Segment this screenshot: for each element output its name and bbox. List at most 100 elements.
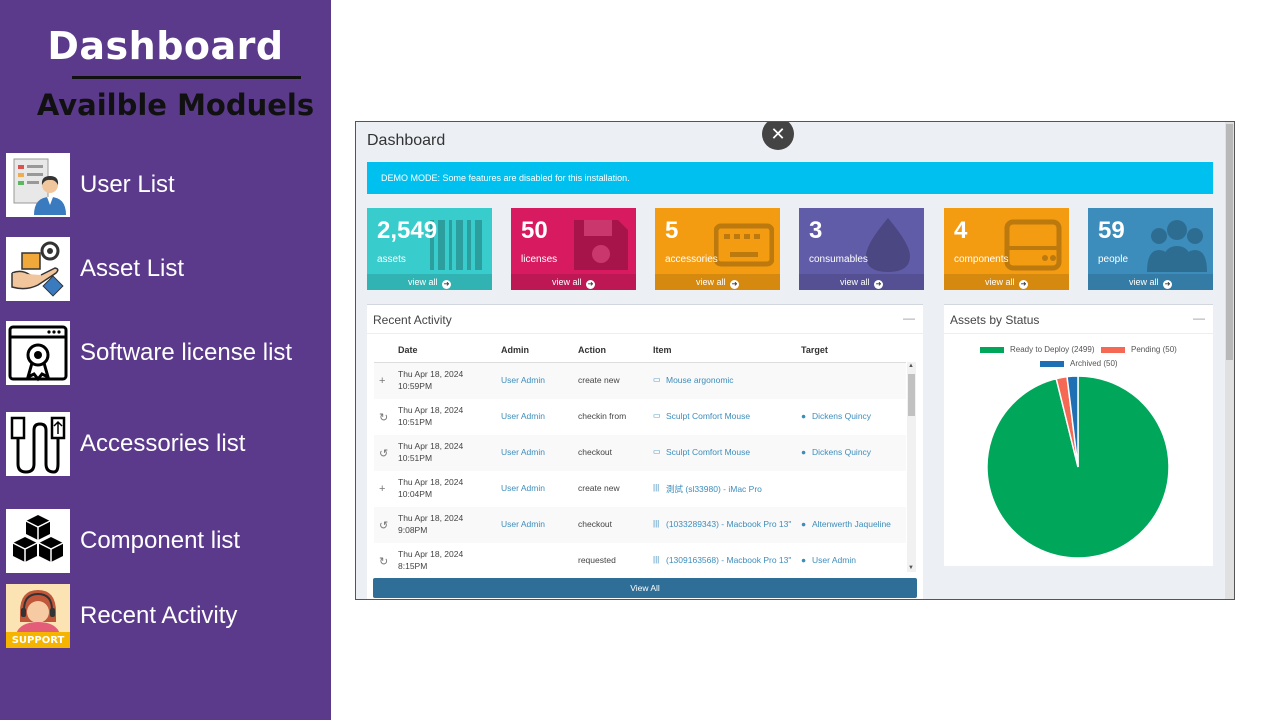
module-software-license-list: Software license list xyxy=(6,321,292,385)
admin-link[interactable]: User Admin xyxy=(501,519,545,529)
activity-time: 10:51PM xyxy=(398,417,433,427)
user-list-icon xyxy=(6,153,70,217)
stat-value: 59 xyxy=(1098,217,1125,244)
activity-action: checkout xyxy=(578,519,613,529)
module-asset-list: Asset List xyxy=(6,237,184,301)
activity-date: Thu Apr 18, 2024 xyxy=(398,369,464,379)
minimize-button[interactable]: — xyxy=(1193,311,1205,325)
activity-time: 9:08PM xyxy=(398,525,428,535)
item-link[interactable]: Mouse argonomic xyxy=(666,375,734,385)
support-label: SUPPORT xyxy=(11,635,65,646)
module-label: Component list xyxy=(80,527,241,554)
view-all-link[interactable]: view all ➜ xyxy=(511,274,636,290)
admin-link[interactable]: User Admin xyxy=(501,375,545,385)
item-link[interactable]: Sculpt Comfort Mouse xyxy=(666,447,751,457)
target-link[interactable]: Altenwerth Jaqueline xyxy=(812,519,891,529)
sidebar-subtitle: Availble Moduels xyxy=(36,88,315,122)
item-type-icon: ||| xyxy=(653,555,660,564)
view-all-link[interactable]: view all ➜ xyxy=(944,274,1069,290)
target-link[interactable]: Dickens Quincy xyxy=(812,447,872,457)
item-link[interactable]: (1033289343) - Macbook Pro 13" xyxy=(666,519,792,529)
target-link[interactable]: Dickens Quincy xyxy=(812,411,872,421)
activity-action: checkin from xyxy=(578,411,627,421)
pie-slice-2[interactable] xyxy=(1066,375,1079,468)
stat-box-components[interactable]: 4 components view all ➜ xyxy=(944,208,1069,290)
support-agent-icon: SUPPORT xyxy=(6,584,70,648)
table-row: + Thu Apr 18, 2024 10:59PM User Admin create… xyxy=(374,363,906,399)
activity-action: requested xyxy=(578,555,616,565)
view-all-link[interactable]: view all ➜ xyxy=(799,274,924,290)
view-all-link[interactable]: view all ➜ xyxy=(1088,274,1213,290)
page-title: Dashboard xyxy=(367,132,446,149)
activity-date: Thu Apr 18, 2024 xyxy=(398,405,464,415)
target-link[interactable]: User Admin xyxy=(812,555,856,565)
column-header[interactable]: Action xyxy=(578,345,606,355)
item-link[interactable]: Sculpt Comfort Mouse xyxy=(666,411,751,421)
legend-label: Pending (50) xyxy=(1131,345,1177,354)
stat-box-accessories[interactable]: 5 accessories view all ➜ xyxy=(655,208,780,290)
item-type-icon: ▭ xyxy=(653,447,661,456)
view-all-link[interactable]: view all ➜ xyxy=(367,274,492,290)
item-link[interactable]: (1309163568) - Macbook Pro 13" xyxy=(666,555,792,565)
license-badge-icon xyxy=(6,321,70,385)
page-scrollbar[interactable] xyxy=(1225,122,1234,599)
module-label: User List xyxy=(80,171,175,198)
column-header[interactable]: Target xyxy=(801,345,828,355)
action-type-icon: ↻ xyxy=(379,412,389,424)
activity-action: create new xyxy=(578,483,620,493)
legend-item[interactable]: Pending (50) xyxy=(1101,345,1177,354)
activity-table-body: + Thu Apr 18, 2024 10:59PM User Admin create… xyxy=(374,362,906,572)
module-label: Software license list xyxy=(80,339,293,366)
panel-title: Recent Activity xyxy=(373,313,452,327)
arrow-right-icon: ➜ xyxy=(730,280,740,289)
item-type-icon: ||| xyxy=(653,519,660,528)
legend-swatch xyxy=(1101,346,1125,353)
stat-label: components xyxy=(954,254,1009,265)
admin-link[interactable]: User Admin xyxy=(501,483,545,493)
item-link[interactable]: 測試 (sl33980) - iMac Pro xyxy=(666,484,762,494)
column-header[interactable]: Date xyxy=(398,345,418,355)
stat-label: people xyxy=(1098,254,1129,265)
user-icon: ● xyxy=(801,411,807,421)
assets-by-status-panel: Assets by Status — Ready to Deploy (2499… xyxy=(944,304,1213,566)
close-button[interactable]: ✕ xyxy=(762,122,794,150)
table-row: ↻ Thu Apr 18, 2024 10:51PM User Admin checki… xyxy=(374,399,906,435)
asset-hand-icon xyxy=(6,237,70,301)
keyboard-icon xyxy=(714,223,774,267)
item-type-icon: ▭ xyxy=(653,411,661,420)
table-scrollbar[interactable]: ▲ ▼ xyxy=(907,362,916,572)
item-type-icon: ||| xyxy=(653,483,660,492)
stat-label: accessories xyxy=(665,254,718,265)
column-header[interactable]: Admin xyxy=(501,345,529,355)
admin-link[interactable]: User Admin xyxy=(501,447,545,457)
column-header[interactable]: Item xyxy=(653,345,672,355)
activity-date: Thu Apr 18, 2024 xyxy=(398,549,464,559)
minimize-button[interactable]: — xyxy=(903,311,915,325)
legend-swatch xyxy=(980,346,1004,353)
table-row: ↻ Thu Apr 18, 2024 8:15PM requested ||| (1309… xyxy=(374,543,906,572)
view-all-button[interactable]: View All xyxy=(373,578,917,598)
modules-sidebar: Dashboard Availble Moduels User List xyxy=(0,0,331,720)
status-pie-chart xyxy=(986,375,1170,559)
item-type-icon: ▭ xyxy=(653,375,661,384)
module-component-list: Component list xyxy=(6,509,240,573)
stat-box-licenses[interactable]: 50 licenses view all ➜ xyxy=(511,208,636,290)
stat-box-assets[interactable]: 2,549 assets view all ➜ xyxy=(367,208,492,290)
activity-time: 10:04PM xyxy=(398,489,433,499)
drop-icon xyxy=(866,218,910,272)
legend-label: Archived (50) xyxy=(1070,359,1118,368)
activity-time: 10:51PM xyxy=(398,453,433,463)
table-header: Date Admin Action Item Target xyxy=(374,345,914,361)
title-divider xyxy=(72,76,301,79)
action-type-icon: + xyxy=(379,375,386,387)
view-all-link[interactable]: view all ➜ xyxy=(655,274,780,290)
admin-link[interactable]: User Admin xyxy=(501,411,545,421)
legend-item[interactable]: Ready to Deploy (2499) xyxy=(980,345,1095,354)
stat-box-consumables[interactable]: 3 consumables view all ➜ xyxy=(799,208,924,290)
activity-action: create new xyxy=(578,375,620,385)
barcode-icon xyxy=(430,220,482,270)
legend-item[interactable]: Archived (50) xyxy=(1040,359,1118,368)
stat-box-people[interactable]: 59 people view all ➜ xyxy=(1088,208,1213,290)
action-type-icon: + xyxy=(379,483,386,495)
panel-title: Assets by Status xyxy=(950,313,1040,327)
